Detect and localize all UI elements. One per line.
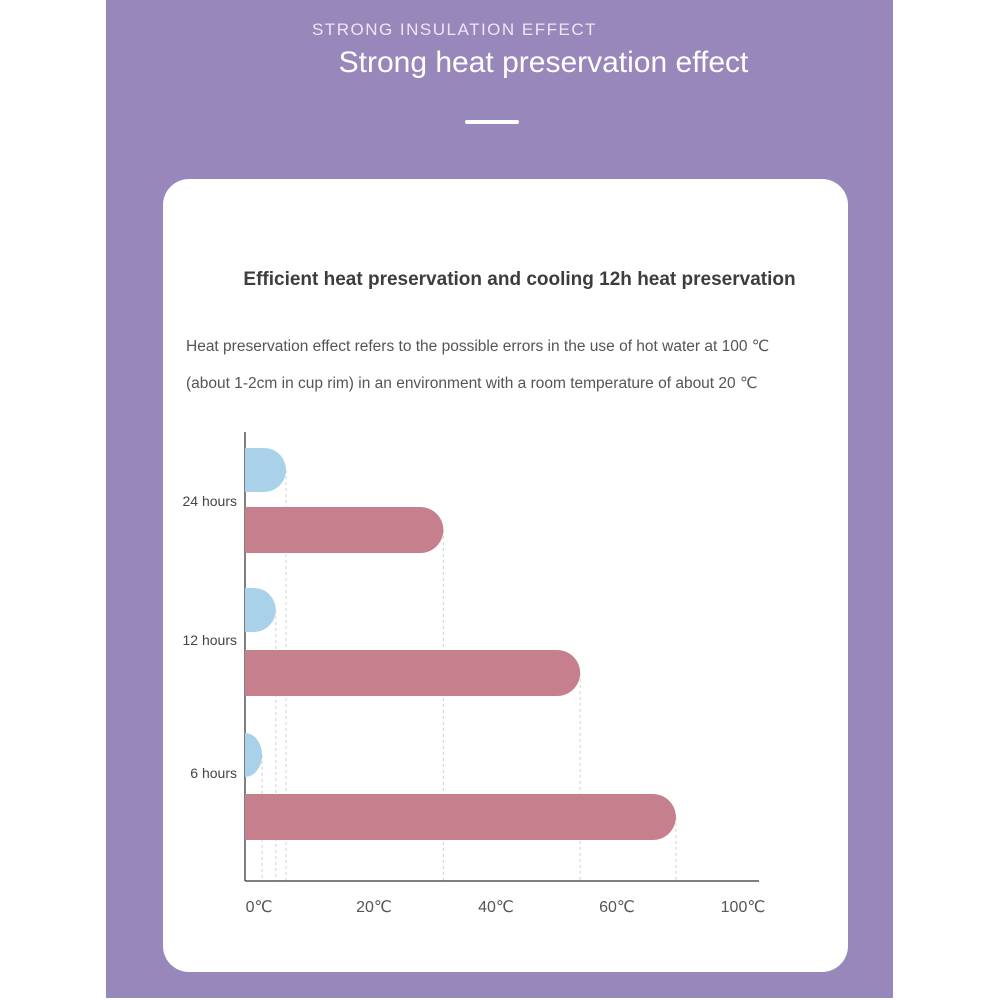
bar-blue-12-hours [245, 588, 276, 632]
category-label: 6 hours [190, 765, 237, 781]
bar-blue-6-hours [245, 733, 263, 777]
x-tick-label: 0℃ [246, 899, 273, 916]
category-label: 24 hours [183, 493, 237, 509]
description-line-2: (about 1-2cm in cup rim) in an environme… [186, 375, 758, 392]
bar-blue-24-hours [245, 448, 287, 492]
bar-chart: 24 hours 12 hours 6 hours 0℃ 20℃ 40℃ 60℃ 100℃ [183, 432, 766, 916]
bar-pink-12-hours [245, 650, 581, 696]
kicker-text: STRONG INSULATION EFFECT [311, 20, 598, 39]
bar-pink-6-hours [245, 794, 676, 840]
headline: Strong heat preservation effect [338, 46, 749, 79]
card-title: Efficient heat preservation and cooling … [243, 269, 796, 290]
chart-card: Efficient heat preservation and cooling … [163, 179, 848, 972]
description-line-1: Heat preservation effect refers to the p… [186, 338, 770, 355]
bar-pink-24-hours [245, 507, 444, 553]
category-label: 12 hours [183, 632, 237, 648]
x-tick-label: 40℃ [478, 899, 514, 916]
x-tick-label: 100℃ [721, 899, 766, 916]
divider-dash [465, 120, 519, 124]
x-tick-label: 60℃ [599, 899, 635, 916]
x-tick-label: 20℃ [356, 899, 392, 916]
